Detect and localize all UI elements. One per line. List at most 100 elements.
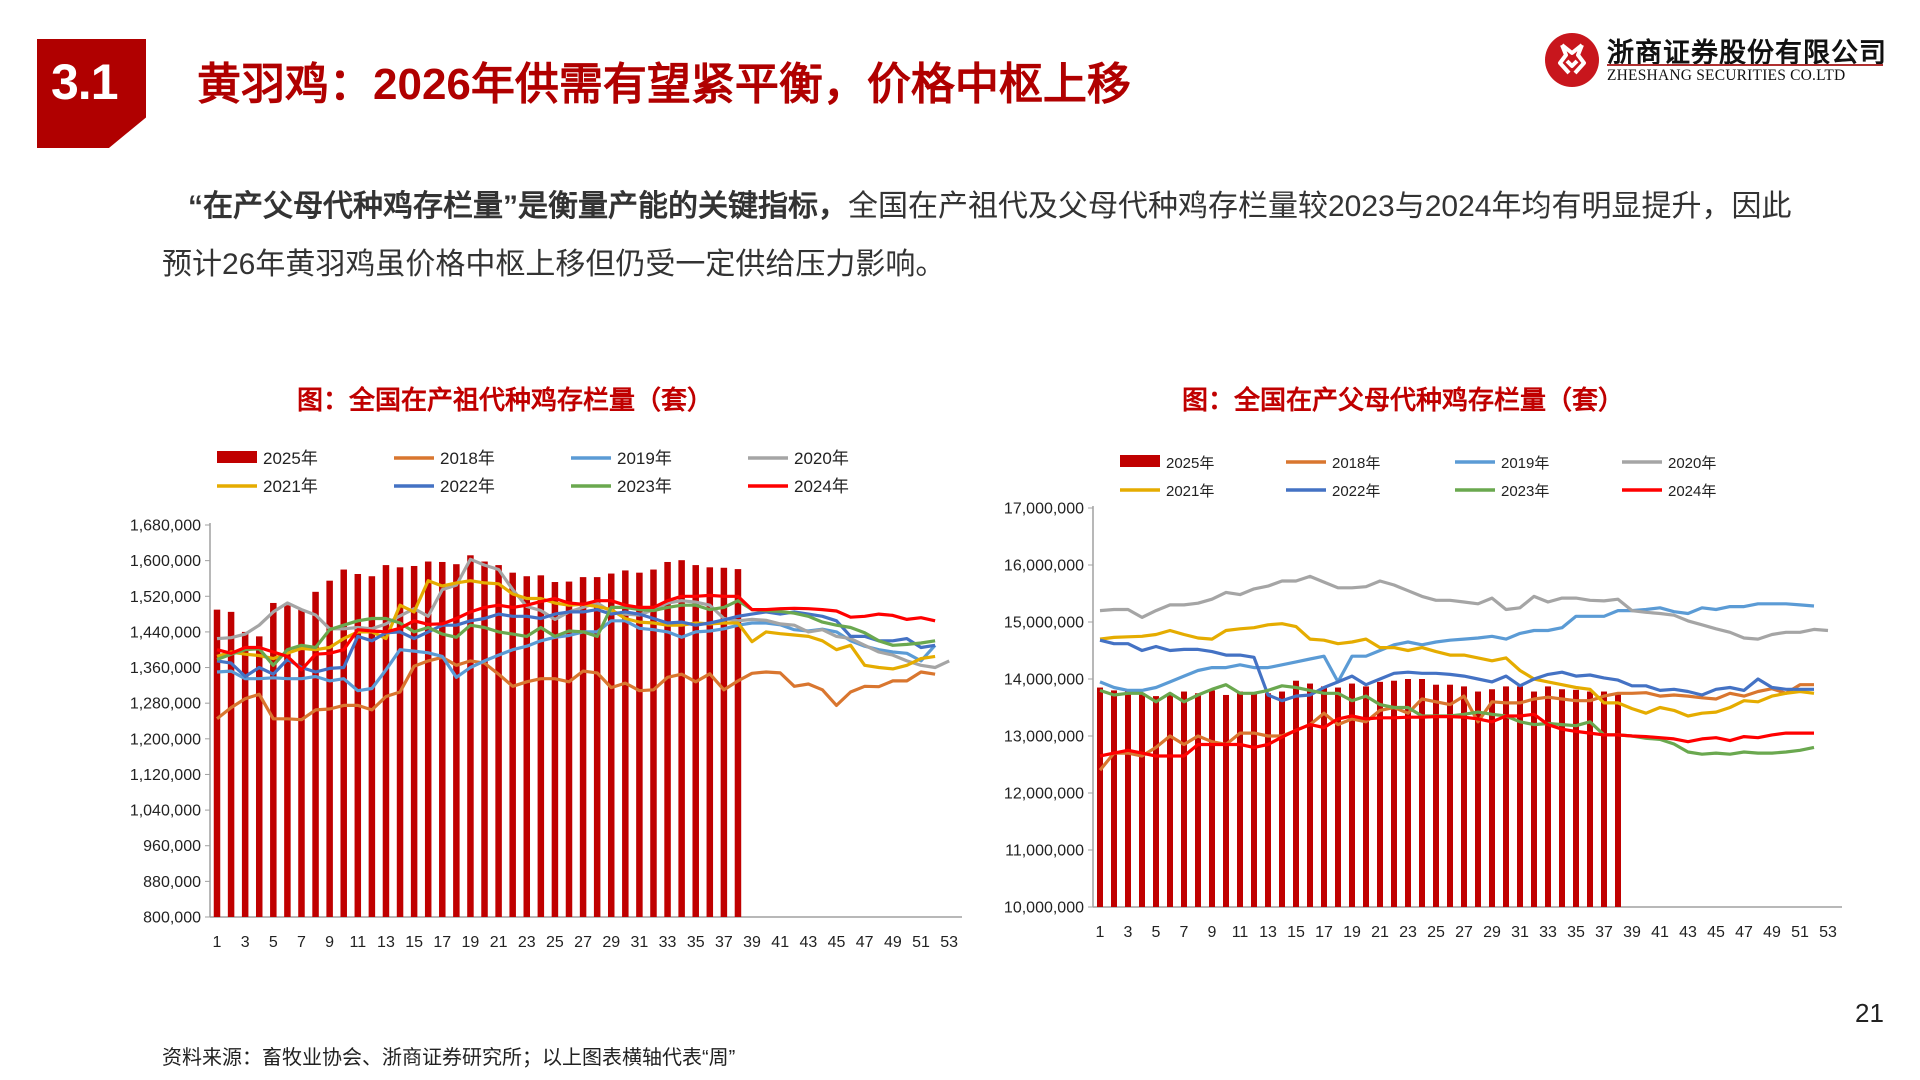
bar-2025-week-10	[1223, 694, 1229, 907]
legend-swatch	[217, 451, 257, 463]
x-tick-label: 51	[1791, 924, 1809, 941]
x-tick-label: 33	[1539, 924, 1557, 941]
bar-2025-week-28	[593, 577, 601, 917]
bar-2025-week-18	[453, 564, 460, 917]
legend-label: 2020年	[1668, 455, 1716, 472]
y-tick-label: 1,600,000	[130, 553, 201, 570]
bar-2025-week-32	[650, 569, 657, 917]
bar-2025-week-12	[1251, 693, 1257, 907]
legend-label: 2023年	[617, 477, 672, 496]
bar-2025-week-8	[1195, 693, 1201, 907]
bar-2025-week-3	[1125, 689, 1131, 907]
x-tick-label: 21	[1371, 924, 1389, 941]
bar-2025-week-33	[1545, 686, 1551, 907]
bar-2025-week-11	[1237, 691, 1243, 907]
x-tick-label: 17	[1315, 924, 1333, 941]
bar-2025-week-2	[1111, 690, 1117, 907]
summary-text: 全国在产祖代及父母代种鸡存栏量较2023与2024年均有明显提升，因此预计26年…	[162, 190, 1792, 281]
bar-2025-week-21	[1377, 681, 1383, 907]
bar-2025-week-35	[1573, 689, 1579, 907]
bar-2025-week-26	[565, 581, 573, 917]
legend-label: 2018年	[1332, 455, 1380, 472]
x-tick-label: 41	[771, 934, 789, 951]
x-tick-label: 15	[405, 934, 423, 951]
bar-2025-week-1	[213, 609, 221, 917]
series-line-2020	[1099, 574, 1829, 641]
x-tick-label: 43	[1679, 924, 1697, 941]
y-tick-label: 10,000,000	[1004, 900, 1084, 917]
legend-item-2021: 2021年	[217, 477, 318, 496]
legend-item-2024: 2024年	[748, 477, 849, 496]
chart-title-pp: 图：全国在产父母代种鸡存栏量（套）	[1181, 385, 1625, 415]
legend-item-2025: 2025年	[217, 449, 318, 468]
y-tick-label: 1,200,000	[130, 731, 201, 748]
legend-label: 2020年	[794, 449, 849, 468]
y-tick-label: 1,680,000	[130, 518, 201, 535]
logo-divider	[1607, 64, 1883, 66]
legend-label: 2023年	[1501, 483, 1549, 500]
bar-2025-week-11	[354, 574, 362, 917]
x-tick-label: 47	[1735, 924, 1753, 941]
x-tick-label: 23	[518, 934, 536, 951]
bar-2025-week-37	[1601, 691, 1607, 907]
bar-2025-week-29	[607, 573, 615, 917]
bar-2025-week-15	[410, 565, 418, 917]
x-tick-label: 9	[325, 934, 334, 951]
x-tick-label: 31	[1511, 924, 1529, 941]
bar-2025-week-38	[734, 569, 742, 917]
x-tick-label: 49	[884, 934, 902, 951]
x-tick-label: 31	[631, 934, 649, 951]
x-tick-label: 29	[1483, 924, 1501, 941]
x-tick-label: 43	[799, 934, 817, 951]
bar-2025-week-7	[1181, 691, 1187, 907]
x-tick-label: 13	[1259, 924, 1277, 941]
bar-2025-week-22	[1391, 680, 1397, 907]
bar-2025-week-24	[1419, 679, 1425, 907]
x-tick-label: 11	[349, 934, 366, 951]
bar-2025-week-27	[1461, 686, 1467, 907]
page-title: 黄羽鸡：2026年供需有望紧平衡，价格中枢上移	[197, 60, 1131, 109]
x-tick-label: 41	[1651, 924, 1669, 941]
bar-2025-week-20	[481, 561, 488, 917]
bar-2025-week-6	[284, 605, 291, 917]
x-tick-label: 37	[715, 934, 733, 951]
section-badge: 3.1	[37, 39, 146, 148]
bar-2025-week-3	[241, 631, 249, 917]
bar-2025-week-13	[382, 565, 390, 917]
bar-2025-week-28	[1475, 691, 1481, 907]
x-tick-label: 1	[213, 934, 222, 951]
legend-label: 2025年	[263, 449, 318, 468]
bar-2025-week-17	[1321, 686, 1327, 907]
x-tick-label: 17	[433, 934, 451, 951]
bar-2025-week-18	[1335, 687, 1341, 907]
bar-2025-week-14	[1279, 691, 1285, 907]
bar-2025-week-12	[368, 576, 376, 917]
legend-item-2018: 2018年	[1286, 455, 1380, 472]
section-number: 3.1	[51, 54, 119, 110]
x-tick-label: 19	[1343, 924, 1361, 941]
legend-item-2022: 2022年	[394, 477, 495, 496]
bar-2025-week-15	[1293, 680, 1299, 907]
y-tick-label: 13,000,000	[1004, 729, 1084, 746]
bar-2025-week-37	[720, 567, 728, 917]
bar-2025-week-19	[467, 555, 474, 917]
legend-swatch	[1120, 455, 1160, 467]
legend-item-2020: 2020年	[748, 449, 849, 468]
bar-2025-week-34	[678, 560, 685, 917]
x-tick-label: 5	[1152, 924, 1161, 941]
y-tick-label: 12,000,000	[1004, 786, 1084, 803]
bar-2025-week-13	[1265, 693, 1271, 907]
legend-item-2019: 2019年	[1455, 455, 1549, 472]
bar-2025-week-22	[509, 572, 516, 917]
bar-2025-week-26	[1447, 684, 1453, 907]
series-line-2022	[1099, 638, 1814, 703]
bar-2025-week-25	[1433, 684, 1439, 907]
legend-label: 2018年	[440, 449, 495, 468]
bar-2025-week-32	[1531, 691, 1537, 907]
page-number: 21	[1855, 998, 1884, 1028]
legend-item-2020: 2020年	[1622, 455, 1716, 472]
bar-2025-week-33	[664, 561, 671, 917]
bar-2025-week-7	[298, 609, 305, 917]
x-tick-label: 47	[856, 934, 874, 951]
